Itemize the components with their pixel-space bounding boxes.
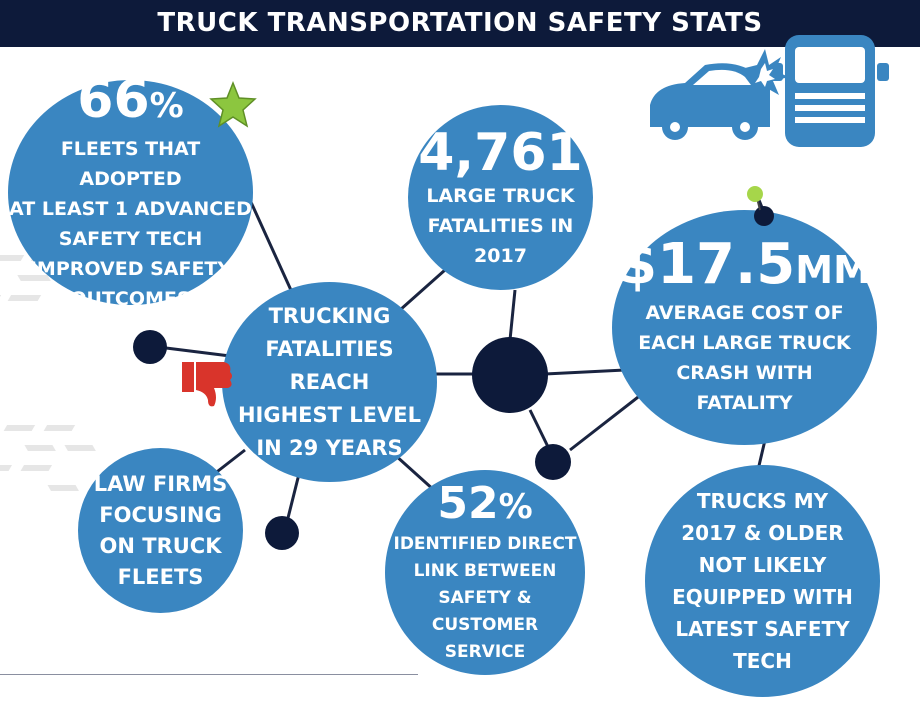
bubble-older-trucks: TRUCKS MY 2017 & OLDER NOT LIKELY EQUIPP…: [645, 465, 880, 697]
older-line-3: NOT LIKELY: [698, 553, 827, 577]
law-line-4: FLEETS: [117, 564, 204, 589]
thumbs-down-icon: [182, 362, 232, 407]
older-line-6: TECH: [733, 649, 792, 673]
cost-line-2: EACH LARGE TRUCK: [638, 332, 851, 354]
divider-line: [0, 674, 418, 675]
link-line-2: LINK BETWEEN: [413, 560, 557, 581]
fleets-line-1: FLEETS THAT ADOPTED: [60, 137, 201, 190]
bubble-law-firms: LAW FIRMS FOCUSING ON TRUCK FLEETS: [78, 448, 243, 613]
fatal-line-3: 2017: [474, 244, 527, 267]
center-line-4: HIGHEST LEVEL: [237, 402, 421, 427]
link-line-3: SAFETY &: [438, 587, 532, 608]
cost-line-1: AVERAGE COST OF: [645, 302, 844, 324]
node-dot-left: [133, 330, 167, 364]
node-dot-lower-mid: [535, 444, 571, 480]
car-truck-crash-icon: [650, 35, 889, 147]
node-dot-hub: [472, 337, 548, 413]
center-line-3: REACH: [289, 369, 370, 394]
cost-line-4: FATALITY: [696, 392, 793, 414]
fleets-line-4: IMPROVED SAFETY: [29, 257, 232, 280]
law-line-3: ON TRUCK: [99, 533, 222, 558]
bubble-fatality-count: 4,761 LARGE TRUCK FATALITIES IN 2017: [408, 105, 593, 290]
bubble-fleets-adopted-tech: 66% FLEETS THAT ADOPTED AT LEAST 1 ADVAN…: [8, 72, 253, 310]
link-line-1: IDENTIFIED DIRECT: [393, 533, 577, 554]
stat-66-percent: 66%: [77, 69, 184, 130]
older-line-5: LATEST SAFETY: [675, 617, 850, 641]
bubble-center-fatalities: TRUCKING FATALITIES REACH HIGHEST LEVEL …: [222, 282, 437, 482]
older-line-4: EQUIPPED WITH: [672, 585, 853, 609]
older-line-1: TRUCKS MY: [696, 489, 829, 513]
node-dot-pin-base: [754, 206, 774, 226]
stat-4761: 4,761: [418, 122, 583, 183]
node-dot-lower-left: [265, 516, 299, 550]
center-line-2: FATALITIES: [265, 336, 394, 361]
fleets-line-5: OUTCOMES: [70, 287, 191, 310]
cost-line-3: CRASH WITH: [676, 362, 813, 384]
link-line-5: SERVICE: [444, 641, 526, 662]
fleets-line-3: SAFETY TECH: [58, 227, 203, 250]
center-line-1: TRUCKING: [268, 303, 391, 328]
page-title: TRUCK TRANSPORTATION SAFETY STATS: [0, 0, 920, 47]
pin-icon: [747, 186, 763, 211]
star-icon: [209, 80, 257, 128]
bubble-average-cost: $17.5MM AVERAGE COST OF EACH LARGE TRUCK…: [612, 210, 877, 445]
bubble-direct-link: 52% IDENTIFIED DIRECT LINK BETWEEN SAFET…: [385, 470, 585, 675]
center-line-5: IN 29 YEARS: [256, 435, 403, 460]
law-line-2: FOCUSING: [99, 502, 222, 527]
fatal-line-2: FATALITIES IN: [427, 214, 574, 237]
tire-tread-decoration-lower: [0, 425, 96, 491]
stat-52-percent: 52%: [437, 477, 533, 529]
law-line-1: LAW FIRMS: [93, 471, 228, 496]
stat-17-5mm: $17.5MM: [618, 232, 871, 297]
link-line-4: CUSTOMER: [431, 614, 539, 635]
fatal-line-1: LARGE TRUCK: [426, 184, 575, 207]
older-line-2: 2017 & OLDER: [681, 521, 844, 545]
fleets-line-2: AT LEAST 1 ADVANCED: [9, 197, 252, 220]
